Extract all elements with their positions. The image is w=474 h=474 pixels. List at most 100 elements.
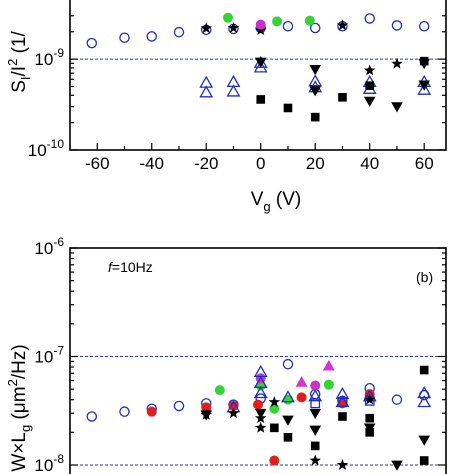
down-triangle-marker — [309, 65, 322, 76]
square-marker — [419, 456, 429, 465]
filled-circle-marker — [282, 394, 293, 405]
down-triangle-marker — [200, 410, 213, 421]
triangle-marker — [253, 385, 268, 399]
y-tick-label: 10-7 — [34, 344, 64, 367]
x-axis-label: Vg (V) — [251, 189, 302, 214]
star-marker — [268, 396, 281, 407]
open-square-marker — [337, 397, 348, 407]
filled-triangle-marker — [322, 359, 335, 371]
filled-circle-marker — [296, 392, 307, 403]
y-tick-labels: 10-6 10-7 10-8 — [34, 235, 64, 474]
circle-marker — [173, 26, 185, 38]
x-tick-label: 0 — [256, 154, 265, 173]
triangle-marker — [199, 85, 214, 98]
circle-marker — [418, 20, 430, 32]
filled-circle-marker — [146, 406, 157, 417]
filled-circle-marker — [214, 385, 225, 396]
star-marker — [200, 22, 212, 34]
circle-marker — [146, 31, 157, 42]
filled-circle-marker — [255, 19, 266, 30]
filled-circle-marker — [228, 400, 239, 411]
star-marker — [336, 459, 349, 470]
x-tick-marks — [69, 143, 425, 150]
star-marker — [227, 407, 240, 419]
down-triangle-marker — [391, 460, 403, 471]
circle-marker — [391, 20, 403, 31]
triangle-marker — [417, 394, 432, 408]
filled-circle-marker — [223, 12, 234, 23]
panel-label: (b) — [416, 269, 433, 285]
y-axis-label: SI/I2 (1/ — [5, 30, 33, 92]
y-tick-label: 10-10 — [28, 137, 65, 160]
y-tick-label: 10-9 — [34, 46, 64, 69]
x-tick-labels: -60 -40 -20 0 20 40 60 — [85, 154, 434, 173]
y-tick-label: 10-8 — [34, 452, 64, 474]
square-marker — [270, 423, 279, 433]
star-marker — [255, 421, 267, 433]
down-triangle-marker — [254, 408, 267, 420]
y-axis-label: W×Lg (μm2/Hz) — [5, 344, 33, 471]
star-marker — [336, 19, 349, 31]
triangle-marker — [308, 389, 323, 402]
y-tick-labels: 10-9 10-10 — [28, 46, 65, 160]
down-triangle-marker — [309, 408, 322, 420]
plot-frame — [69, 247, 447, 474]
down-triangle-marker — [363, 96, 376, 107]
x-tick-label: 60 — [415, 154, 434, 173]
circle-marker — [391, 394, 403, 405]
square-marker — [419, 56, 429, 66]
panel-a: -60 -40 -20 0 20 40 60 10-9 10-10 Vg (V) SI/I2 … — [5, 0, 447, 214]
triangle-marker — [253, 60, 268, 73]
circle-marker — [173, 400, 185, 412]
circle-marker — [282, 358, 294, 370]
filled-circle-marker — [272, 16, 283, 27]
circle-marker — [86, 37, 98, 49]
x-tick-label: 20 — [306, 154, 325, 173]
star-marker — [364, 64, 376, 76]
circle-marker — [364, 13, 375, 24]
x-tick-label: -40 — [139, 154, 164, 173]
square-marker — [283, 103, 293, 113]
star-marker — [364, 393, 376, 405]
triangle-marker — [226, 84, 241, 97]
square-marker — [310, 441, 320, 451]
down-triangle-marker — [418, 435, 431, 446]
filled-circle-marker — [269, 455, 280, 466]
star-marker — [309, 454, 321, 466]
circle-marker — [86, 411, 98, 422]
panel-b: 10-6 10-7 10-8 f=10Hz (b) W×Lg (μm2/Hz) — [5, 235, 447, 474]
y-tick-marks — [70, 15, 446, 151]
down-triangle-marker — [254, 57, 267, 68]
star-marker — [227, 22, 240, 33]
down-triangle-marker — [309, 425, 322, 436]
x-tick-label: 40 — [360, 154, 379, 173]
triangle-marker — [417, 82, 432, 95]
down-triangle-marker — [309, 86, 322, 97]
square-marker — [256, 95, 266, 104]
filled-circle-marker — [201, 402, 212, 413]
triangle-marker — [308, 74, 323, 87]
filled-circle-marker — [269, 403, 280, 414]
y-tick-label: 10-6 — [34, 235, 64, 258]
frequency-annotation: f=10Hz — [108, 259, 153, 275]
star-marker — [255, 24, 267, 36]
star-marker — [391, 57, 403, 69]
triangle-marker — [281, 390, 295, 403]
circle-marker — [119, 32, 130, 43]
circle-marker — [119, 406, 130, 417]
square-marker — [338, 412, 347, 421]
square-marker — [310, 112, 320, 122]
filled-triangle-marker — [295, 376, 308, 387]
square-marker — [365, 81, 375, 90]
square-marker — [283, 433, 293, 442]
filled-circle-marker — [323, 379, 334, 390]
circle-marker — [309, 22, 321, 34]
data-points — [86, 358, 432, 471]
filled-circle-marker — [310, 380, 321, 391]
open-square-marker — [310, 398, 321, 409]
y-tick-marks — [70, 247, 446, 466]
filled-circle-marker — [304, 15, 315, 26]
circle-marker — [282, 20, 294, 32]
data-points — [86, 12, 432, 122]
